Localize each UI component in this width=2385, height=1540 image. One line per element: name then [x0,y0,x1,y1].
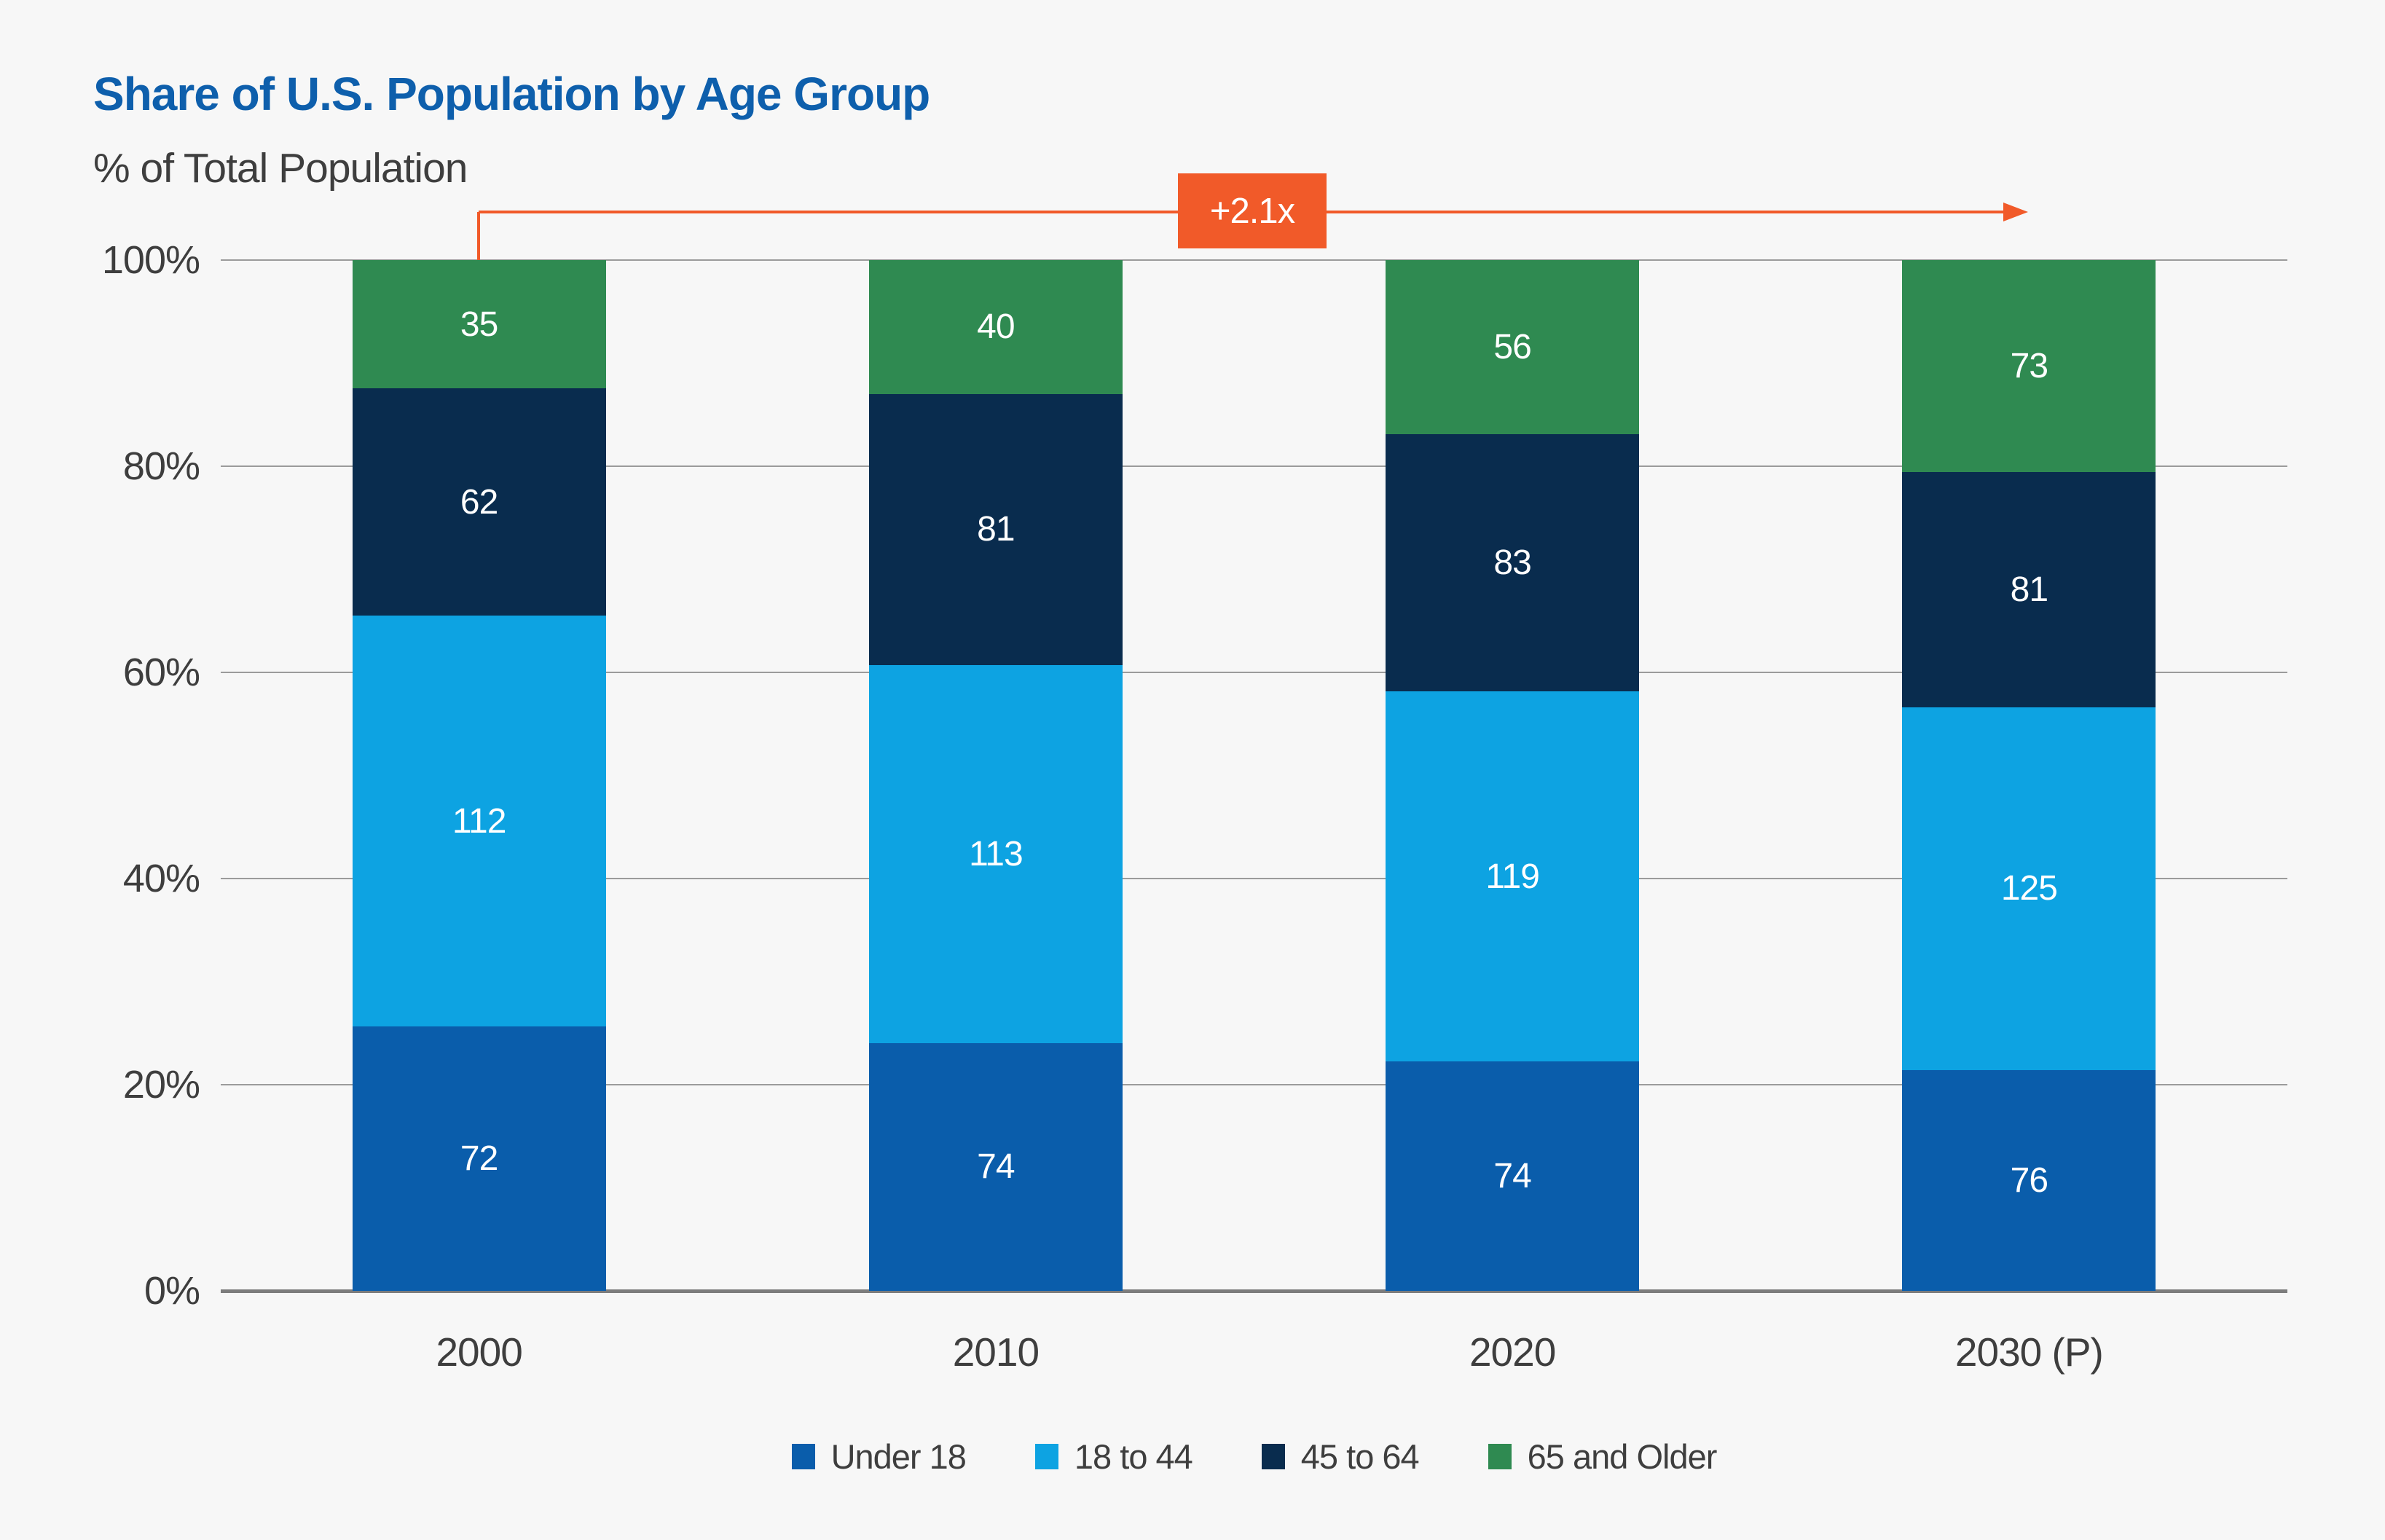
growth-arrow-head-icon [2003,203,2028,221]
legend-item-label: 18 to 44 [1074,1437,1193,1476]
segment-value-label: 125 [2000,869,2058,908]
bar-cell-2010: 40 81 113 74 [737,260,1254,1291]
bar-segment-under-18: 74 [1386,1061,1640,1291]
segment-value-label: 56 [1493,327,1531,366]
bar-segment-65-and-older: 40 [868,260,1123,394]
segment-value-label: 83 [1493,543,1531,583]
bar-segment-65-and-older: 73 [1902,260,2156,472]
y-axis-label-100pct: 100% [101,238,200,282]
segment-value-label: 81 [977,510,1015,549]
y-axis: 0% 20% 40% 60% 80% 100% [0,238,200,1313]
bar-segment-18-to-44: 119 [1386,691,1640,1061]
legend-item-label: Under 18 [830,1437,967,1476]
x-label-cell-2010: 2010 [737,1291,1254,1375]
x-axis: 2000 2010 2020 2030 (P) [221,1291,2287,1375]
plot-area: 35 62 112 72 40 81 113 74 56 83 119 74 73 81 125 76 [221,259,2287,1293]
segment-value-label: 35 [460,305,498,344]
bar-segment-under-18: 72 [352,1026,606,1291]
y-axis-label-20pct: 20% [122,1063,200,1107]
legend-item-18-to-44: 18 to 44 [1034,1437,1193,1477]
legend-swatch-icon [1034,1444,1058,1469]
segment-value-label: 113 [969,834,1023,873]
bar-segment-18-to-44: 112 [352,616,606,1027]
segment-value-label: 112 [452,801,507,841]
gridline-20pct [221,1084,2287,1085]
legend-item-label: 45 to 64 [1300,1437,1420,1476]
bar-segment-45-to-64: 81 [868,393,1123,665]
segment-value-label: 76 [2010,1161,2048,1200]
y-axis-label-0pct: 0% [144,1269,200,1313]
page-title: Share of U.S. Population by Age Group [93,68,930,120]
bar-segment-45-to-64: 83 [1386,433,1640,692]
bar-segment-under-18: 76 [1902,1070,2156,1291]
legend-swatch-icon [791,1444,815,1469]
segment-value-label: 74 [977,1147,1015,1187]
gridline-40pct [221,878,2287,879]
y-axis-label-80pct: 80% [122,444,200,488]
x-axis-label-2010: 2010 [952,1329,1040,1375]
segment-value-label: 62 [460,482,498,522]
legend-swatch-icon [1488,1444,1512,1469]
bar-2000: 35 62 112 72 [352,260,606,1291]
bar-cell-2020: 56 83 119 74 [1254,260,1771,1291]
bar-2020: 56 83 119 74 [1386,260,1640,1291]
x-label-cell-2000: 2000 [221,1291,737,1375]
legend: Under 18 18 to 44 45 to 64 65 and Older [221,1437,2287,1477]
segment-value-label: 73 [2010,346,2048,385]
bar-segment-65-and-older: 56 [1386,260,1640,434]
bar-segment-45-to-64: 62 [352,388,606,616]
y-axis-label-40pct: 40% [122,857,200,900]
gridline-80pct [221,465,2287,467]
legend-item-65-and-older: 65 and Older [1488,1437,1717,1477]
x-axis-label-2000: 2000 [436,1329,522,1375]
growth-arrow-connector [477,212,480,260]
bars-container: 35 62 112 72 40 81 113 74 56 83 119 74 73 81 125 76 [221,260,2287,1291]
legend-swatch-icon [1261,1444,1285,1469]
legend-item-under-18: Under 18 [791,1437,967,1477]
bar-2010: 40 81 113 74 [868,260,1123,1291]
segment-value-label: 74 [1493,1156,1531,1195]
y-axis-label-60pct: 60% [122,651,200,694]
segment-value-label: 72 [460,1139,498,1179]
x-axis-label-2030 (P): 2030 (P) [1954,1329,2104,1375]
page-subtitle: % of Total Population [93,145,468,192]
x-axis-label-2020: 2020 [1469,1329,1556,1375]
gridline-0pct [221,1289,2287,1293]
growth-annotation-label: +2.1x [1209,191,1295,231]
bar-segment-18-to-44: 113 [868,664,1123,1044]
segment-value-label: 119 [1485,857,1540,896]
bar-segment-18-to-44: 125 [1902,707,2156,1071]
legend-item-45-to-64: 45 to 64 [1261,1437,1420,1477]
bar-2030 (P): 73 81 125 76 [1902,260,2156,1291]
bar-segment-45-to-64: 81 [1902,471,2156,707]
x-label-cell-2020: 2020 [1254,1291,1771,1375]
segment-value-label: 40 [977,307,1015,347]
bar-cell-2030 (P): 73 81 125 76 [1771,260,2287,1291]
x-label-cell-2030 (P): 2030 (P) [1771,1291,2287,1375]
bar-cell-2000: 35 62 112 72 [221,260,737,1291]
growth-annotation-badge: +2.1x [1178,173,1327,248]
legend-item-label: 65 and Older [1527,1437,1718,1476]
gridline-60pct [221,672,2287,673]
segment-value-label: 81 [2010,570,2048,609]
gridline-100pct [221,259,2287,261]
bar-segment-under-18: 74 [868,1043,1123,1291]
bar-segment-65-and-older: 35 [352,260,606,389]
